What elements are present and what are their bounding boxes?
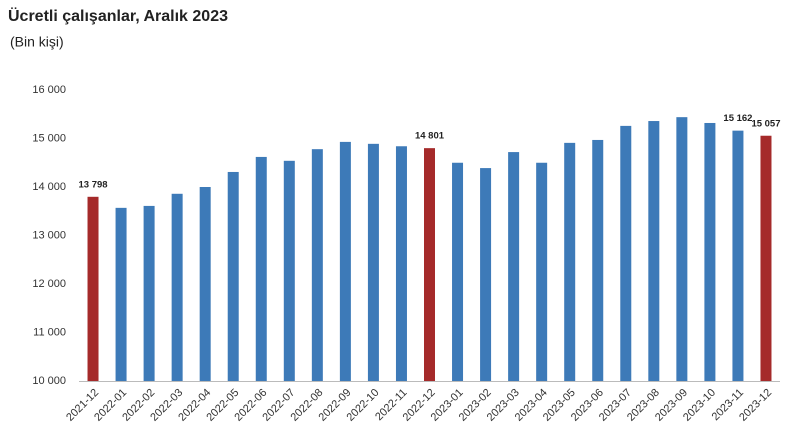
- bar: [339, 141, 351, 381]
- bar: [115, 207, 127, 381]
- y-tick-label: 15 000: [32, 132, 66, 144]
- value-label: 13 798: [78, 179, 107, 190]
- bar: [536, 162, 548, 381]
- bar: [424, 148, 435, 381]
- value-label: 15 162: [723, 113, 752, 124]
- bar: [676, 117, 688, 381]
- bar: [87, 196, 99, 381]
- bar: [367, 143, 379, 381]
- value-label: 15 057: [751, 118, 780, 129]
- chart-subtitle: (Bin kişi): [10, 34, 64, 50]
- bar: [564, 142, 576, 381]
- bar: [227, 171, 239, 381]
- bar: [704, 122, 716, 381]
- y-tick-label: 11 000: [33, 326, 66, 338]
- bar: [395, 146, 407, 381]
- bar: [732, 130, 744, 381]
- bar: [592, 139, 604, 381]
- bar: [480, 168, 492, 381]
- bar: [283, 160, 295, 381]
- bar: [255, 156, 267, 381]
- bar: [648, 121, 660, 381]
- bar: [143, 205, 155, 381]
- y-tick-label: 16 000: [32, 84, 66, 96]
- bar: [311, 149, 323, 381]
- y-tick-label: 14 000: [32, 181, 66, 193]
- bar: [508, 152, 520, 381]
- y-tick-label: 12 000: [32, 278, 66, 290]
- chart-title: Ücretli çalışanlar, Aralık 2023: [8, 6, 228, 25]
- bar: [452, 162, 464, 381]
- bar: [760, 135, 772, 381]
- y-tick-label: 10 000: [32, 375, 66, 387]
- y-tick-label: 13 000: [32, 229, 66, 241]
- bar: [171, 193, 183, 381]
- bar: [199, 187, 211, 381]
- bar: [620, 125, 632, 381]
- value-label: 14 801: [415, 131, 445, 142]
